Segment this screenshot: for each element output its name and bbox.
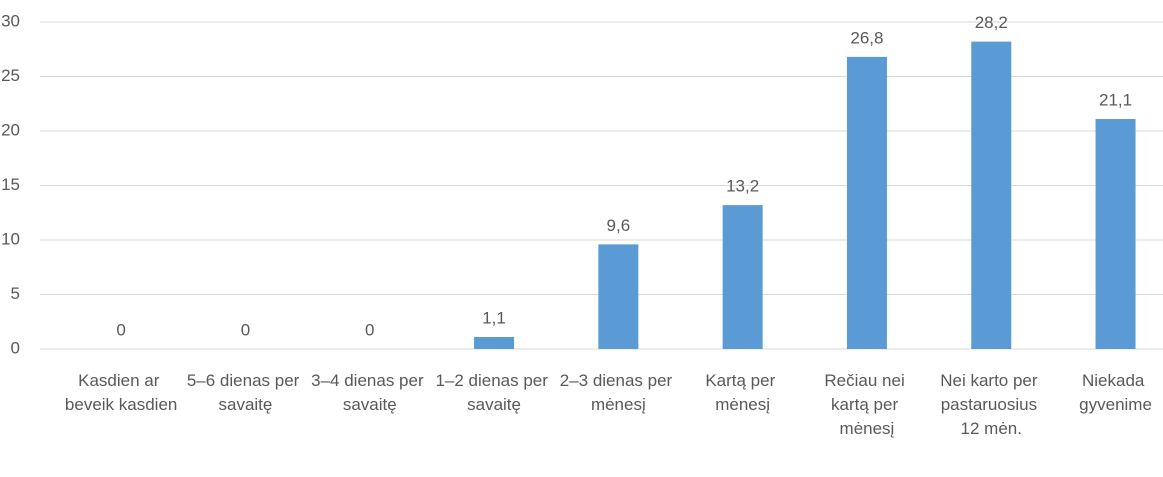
data-label: 28,2 xyxy=(975,13,1008,32)
x-tick-label: 5–6 dienas per savaitę xyxy=(187,371,304,414)
data-label: 9,6 xyxy=(607,216,631,235)
y-tick-label: 10 xyxy=(1,229,20,248)
data-label: 1,1 xyxy=(482,308,506,327)
data-label: 0 xyxy=(241,320,250,339)
y-tick-label: 5 xyxy=(11,284,20,303)
bar xyxy=(598,244,639,349)
x-tick-label: 2–3 dienas per mėnesį xyxy=(560,371,677,414)
bar xyxy=(1095,119,1136,349)
y-tick-label: 30 xyxy=(1,11,20,30)
data-label: 13,2 xyxy=(726,177,759,196)
data-label: 26,8 xyxy=(850,28,883,47)
data-label: 0 xyxy=(116,320,125,339)
x-tick-label: Niekada gyvenime xyxy=(1079,371,1152,414)
x-tick-label: Rečiau nei kartą per mėnesį xyxy=(824,371,909,438)
bar xyxy=(474,337,515,349)
x-tick-label: 3–4 dienas per savaitę xyxy=(311,371,428,414)
y-tick-label: 25 xyxy=(1,66,20,85)
y-tick-label: 20 xyxy=(1,120,20,139)
x-tick-label: Kasdien ar beveik kasdien xyxy=(65,371,177,414)
data-label: 0 xyxy=(365,320,374,339)
y-tick-label: 15 xyxy=(1,175,20,194)
bar xyxy=(971,41,1012,350)
bar xyxy=(722,205,763,349)
x-tick-label: Nei karto per pastaruosius 12 mėn. xyxy=(940,371,1042,438)
x-tick-label: Kartą per mėnesį xyxy=(705,371,780,414)
y-tick-label: 0 xyxy=(11,338,20,357)
x-tick-label: 1–2 dienas per savaitę xyxy=(435,371,552,414)
data-label: 21,1 xyxy=(1099,90,1132,109)
bar xyxy=(846,56,887,349)
